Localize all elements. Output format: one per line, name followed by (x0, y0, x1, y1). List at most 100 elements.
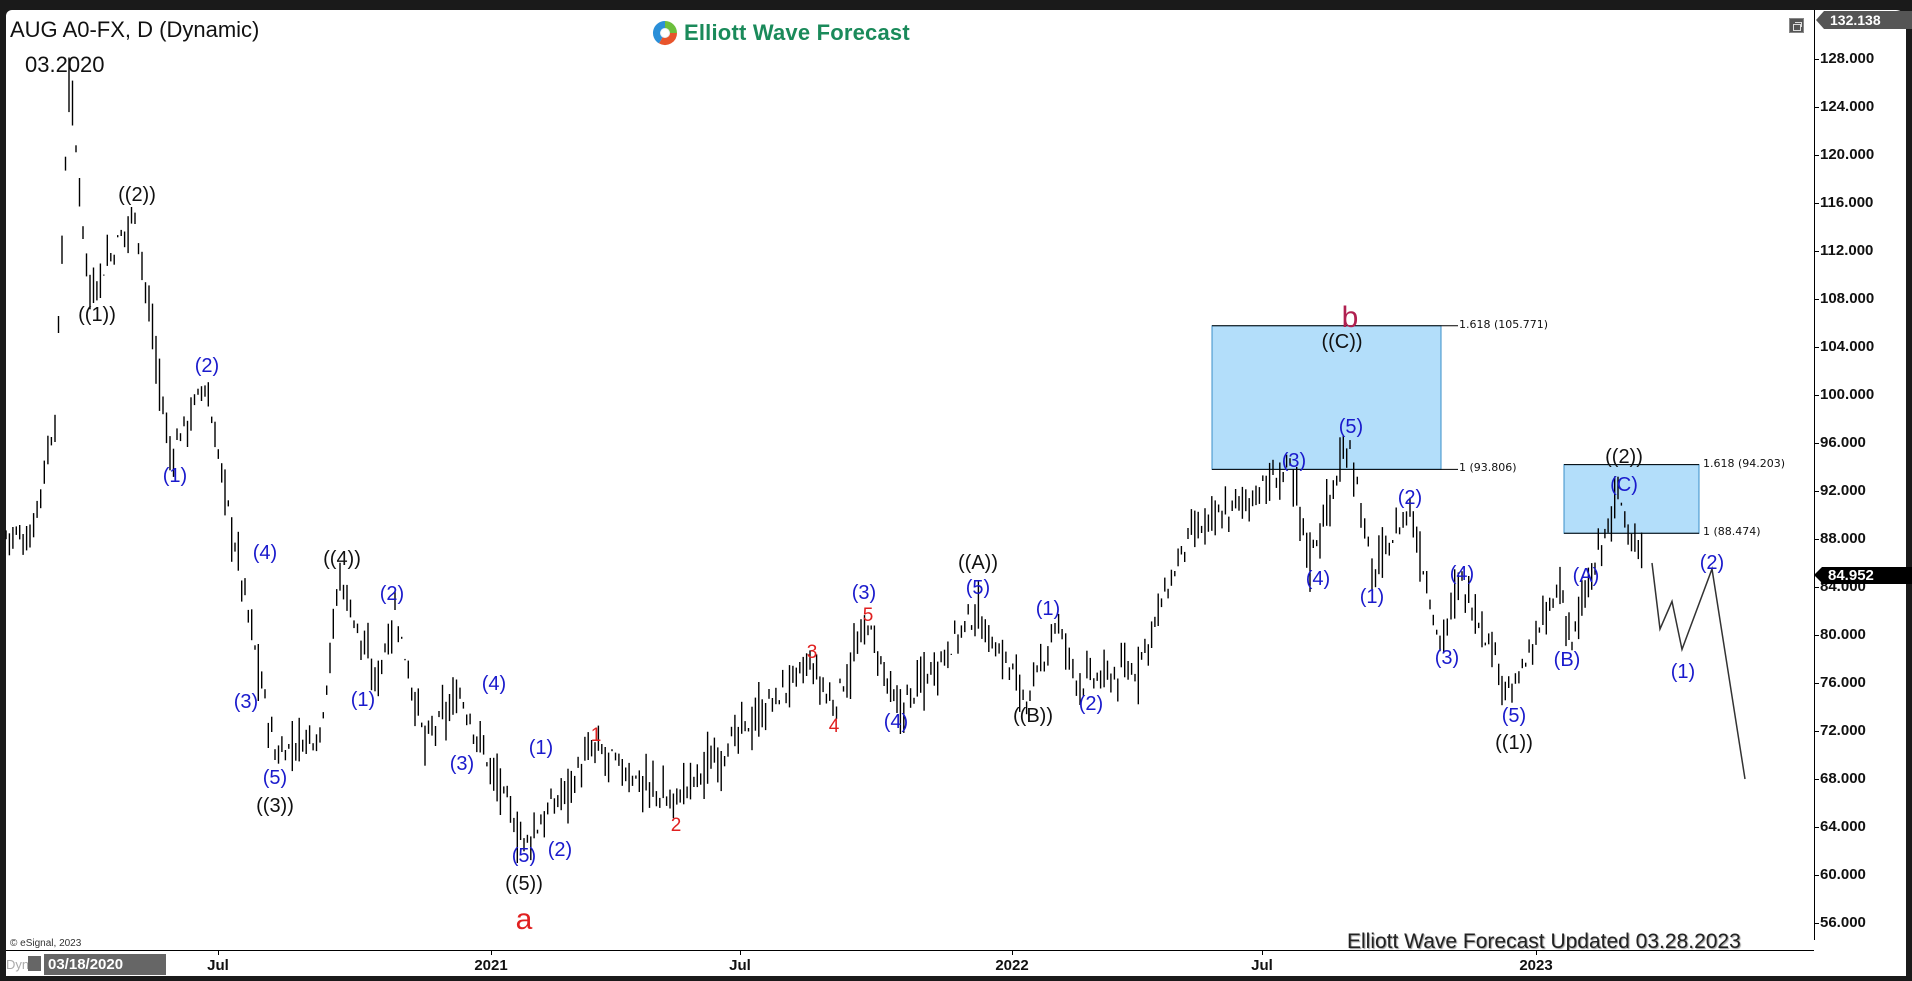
wave-label: (2) (1699, 552, 1725, 574)
price-tick-label: 80.000 (1820, 626, 1866, 643)
wave-label: ((C)) (1321, 331, 1363, 353)
fib-zones (1211, 325, 1700, 534)
price-tick-label: 96.000 (1820, 434, 1866, 451)
wave-label: 5 (862, 605, 874, 626)
price-tick (1814, 203, 1819, 204)
price-tick (1814, 923, 1819, 924)
price-tick-label: 124.000 (1820, 98, 1875, 115)
price-tick-label: 128.000 (1820, 50, 1875, 67)
wave-label: (5) (511, 845, 537, 867)
price-tick (1814, 395, 1819, 396)
time-axis[interactable] (6, 951, 1906, 976)
price-tick-label: 72.000 (1820, 722, 1866, 739)
wave-label: (5) (262, 767, 288, 789)
window-restore-icon[interactable] (1789, 18, 1804, 33)
wave-label: (3) (851, 582, 877, 604)
last-price-marker: 84.952 (1814, 567, 1912, 584)
wave-label: (4) (883, 711, 909, 733)
wave-label: ((2)) (118, 184, 156, 206)
price-tick-label: 60.000 (1820, 866, 1866, 883)
wave-label: (3) (1434, 647, 1460, 669)
price-tick-label: 108.000 (1820, 290, 1875, 307)
price-tick (1814, 155, 1819, 156)
updated-stamp: Elliott Wave Forecast Updated 03.28.2023 (1347, 930, 1741, 953)
price-tick-label: 76.000 (1820, 674, 1866, 691)
brand-logo: Elliott Wave Forecast (652, 20, 910, 46)
price-tick (1814, 779, 1819, 780)
time-tick (1536, 950, 1537, 955)
price-tick (1814, 683, 1819, 684)
price-tick-label: 92.000 (1820, 482, 1866, 499)
chart-title: AUG A0-FX, D (Dynamic) (10, 17, 260, 42)
wave-label: (1) (1670, 661, 1696, 683)
time-tick-label: Jul (729, 957, 751, 974)
price-tick (1814, 539, 1819, 540)
time-tick (218, 950, 219, 955)
wave-label: (1) (1359, 586, 1385, 608)
wave-label: ((3)) (256, 795, 294, 817)
price-tick (1814, 587, 1819, 588)
wave-label: ((1)) (1495, 732, 1533, 754)
ohlc-bars (5, 57, 1643, 863)
fib-level-label: 1 (88.474) (1703, 525, 1761, 539)
wave-label: ((4)) (323, 548, 361, 570)
time-tick-label: 2021 (474, 957, 508, 974)
wave-label: (2) (1078, 693, 1104, 715)
time-axis-line (6, 950, 1814, 951)
wave-label: (5) (1501, 705, 1527, 727)
price-tick-label: 56.000 (1820, 914, 1866, 931)
wave-label: (3) (1281, 450, 1307, 472)
price-tick (1814, 491, 1819, 492)
projection-path (1651, 562, 1746, 780)
time-tick-label: Jul (207, 957, 229, 974)
wave-label: (4) (1449, 563, 1475, 585)
wave-label: 3 (806, 642, 818, 663)
fib-level-label: 1 (93.806) (1459, 461, 1517, 475)
wave-label: (A) (1572, 565, 1600, 587)
logo-swirl-icon (652, 20, 677, 46)
price-tick (1814, 251, 1819, 252)
wave-label: ((1)) (78, 304, 116, 326)
time-tick-label: 2023 (1519, 957, 1553, 974)
price-tick (1814, 635, 1819, 636)
price-tick-label: 88.000 (1820, 530, 1866, 547)
fib-level-label: 1.618 (94.203) (1703, 456, 1786, 470)
fib-level-label: 1.618 (105.771) (1459, 317, 1549, 331)
wave-label: (3) (233, 691, 259, 713)
copyright-text: © eSignal, 2023 (10, 938, 82, 949)
top-price-marker: 132.138 (1816, 11, 1912, 29)
wave-label: (4) (1305, 568, 1331, 590)
time-tick-label: 2022 (995, 957, 1029, 974)
wave-label: a (515, 903, 533, 936)
cursor-date-badge: 03/18/2020 (44, 954, 166, 975)
price-tick (1814, 875, 1819, 876)
wave-label: ((5)) (505, 873, 543, 895)
wave-label: 1 (590, 725, 602, 746)
time-tick (1012, 950, 1013, 955)
wave-label: (2) (194, 355, 220, 377)
logo-text: Elliott Wave Forecast (684, 20, 910, 45)
wave-label: (1) (350, 689, 376, 711)
wave-label: (3) (449, 753, 475, 775)
price-tick-label: 100.000 (1820, 386, 1875, 403)
wave-label: (5) (1338, 416, 1364, 438)
wave-label: ((B)) (1013, 705, 1053, 727)
time-tick (491, 950, 492, 955)
wave-label: (2) (1397, 487, 1423, 509)
wave-label: b (1341, 301, 1359, 334)
lock-icon[interactable] (28, 956, 41, 971)
peak-date-label: 03.2020 (25, 52, 105, 77)
price-axis-line (1814, 10, 1815, 940)
wave-label: 2 (670, 815, 682, 836)
wave-label: 4 (828, 716, 840, 737)
wave-label: ((2)) (1605, 446, 1643, 468)
price-tick-label: 64.000 (1820, 818, 1866, 835)
wave-label: (2) (379, 583, 405, 605)
price-tick-label: 104.000 (1820, 338, 1875, 355)
time-tick (1262, 950, 1263, 955)
wave-label: (4) (252, 542, 278, 564)
wave-label: (B) (1553, 649, 1581, 671)
wave-label: (4) (481, 673, 507, 695)
dynamic-mode-label[interactable]: Dyn (6, 957, 30, 972)
